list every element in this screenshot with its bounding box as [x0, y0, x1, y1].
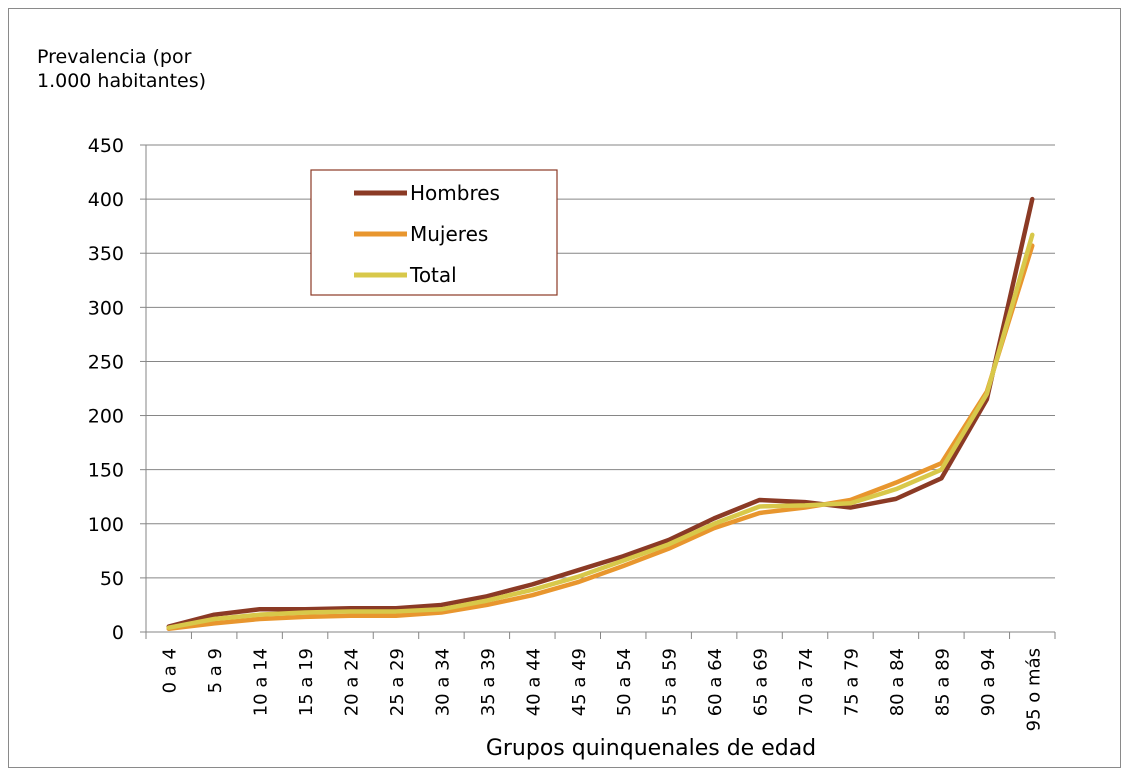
y-tick-label: 100 [88, 514, 124, 536]
series-lines [166, 196, 1035, 632]
y-tick-label: 200 [88, 406, 124, 428]
axes: 0 50 100 150 200 250 300 350 400 450 0 a 4 5 a 9 10 … [88, 135, 1056, 731]
x-tick-label: 50 a 54 [614, 648, 635, 716]
legend-box [310, 169, 558, 296]
x-tick-label: 35 a 39 [478, 648, 499, 716]
x-tick-label: 65 a 69 [751, 648, 772, 716]
series-line-total [166, 232, 1035, 630]
x-tick-label: 55 a 59 [660, 648, 681, 716]
x-tick-label: 80 a 84 [887, 648, 908, 716]
x-tick-label: 70 a 74 [796, 648, 817, 716]
y-tick-label: 250 [88, 351, 124, 373]
x-axis-title: Grupos quinquenales de edad [486, 736, 816, 761]
x-tick-label: 75 a 79 [841, 648, 862, 716]
legend-label-mujeres: Mujeres [410, 222, 488, 246]
series-line-mujeres [166, 243, 1035, 632]
gridlines [146, 144, 1055, 579]
x-tick-label: 30 a 34 [432, 648, 453, 716]
x-tick-label: 15 a 19 [296, 648, 317, 716]
x-tick-label: 0 a 4 [160, 648, 181, 693]
legend: Hombres Mujeres Total [310, 169, 558, 296]
x-tick-label: 60 a 64 [705, 648, 726, 716]
chart-frame [8, 8, 1121, 768]
y-tick-label: 400 [88, 189, 124, 211]
y-tick-label: 300 [88, 297, 124, 319]
x-tick-label: 95 o más [1023, 648, 1044, 731]
legend-label-total: Total [409, 263, 457, 287]
legend-label-hombres: Hombres [410, 181, 500, 205]
x-tick-label: 90 a 94 [978, 648, 999, 716]
x-tick-label: 85 a 89 [932, 648, 953, 716]
y-tick-label: 450 [88, 135, 124, 157]
x-tick-label: 40 a 44 [523, 648, 544, 716]
y-tick-label: 50 [100, 568, 124, 590]
y-tick-label: 150 [88, 460, 124, 482]
y-tick-label: 350 [88, 243, 124, 265]
y-axis-label-line-2: 1.000 habitantes) [37, 70, 206, 92]
x-tick-label: 25 a 29 [387, 648, 408, 716]
y-tick-label: 0 [112, 622, 124, 644]
series-line-hombres [166, 196, 1035, 629]
x-tick-label: 10 a 14 [251, 648, 272, 716]
y-axis-label-line-1: Prevalencia (por [37, 46, 192, 68]
x-tick-label: 45 a 49 [569, 648, 590, 716]
x-tick-label: 20 a 24 [342, 648, 363, 716]
x-tick-label: 5 a 9 [205, 648, 226, 693]
